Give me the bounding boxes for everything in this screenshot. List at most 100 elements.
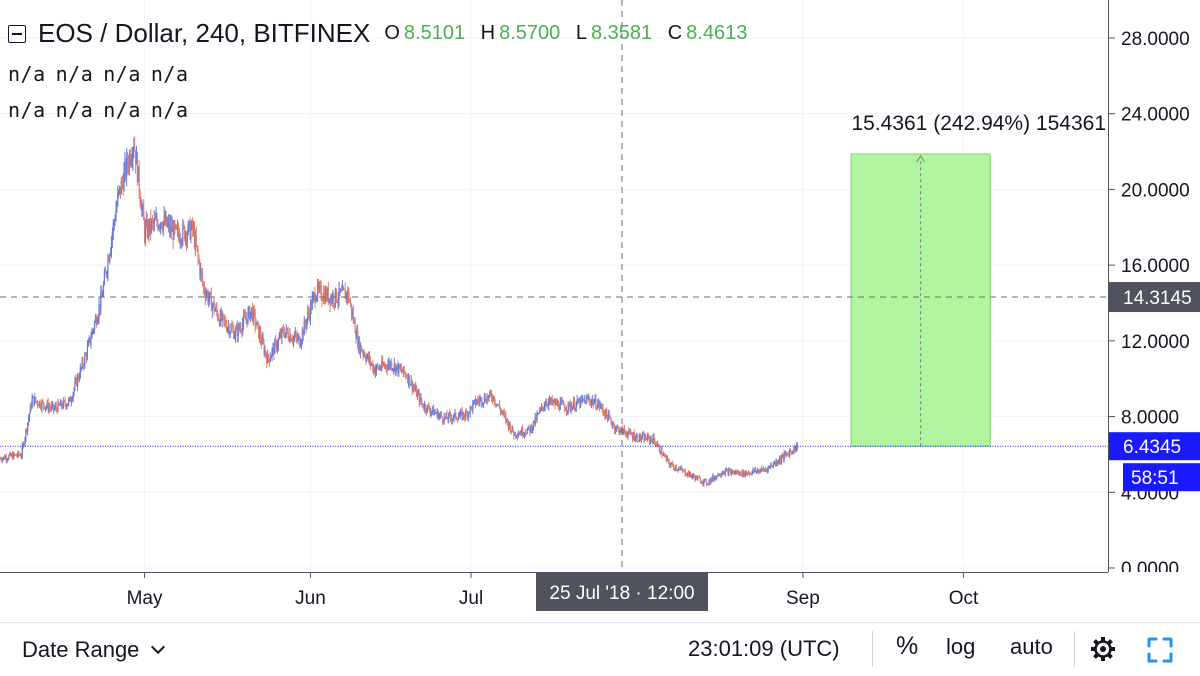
candle-body xyxy=(344,289,346,299)
candle-body xyxy=(308,312,310,314)
candle-body xyxy=(378,367,380,369)
candle-body xyxy=(622,427,624,435)
price-axis[interactable]: 0.0000 4.0000 8.0000 12.0000 16.0000 20.0000 2… xyxy=(1108,0,1200,572)
candle-body xyxy=(674,466,676,470)
candle-body xyxy=(675,466,677,470)
candle-body xyxy=(440,413,442,415)
candle-body xyxy=(140,201,142,210)
candle-body xyxy=(564,406,566,410)
candle-body xyxy=(292,336,295,341)
candle-body xyxy=(759,470,761,473)
log-scale-button[interactable]: log xyxy=(946,634,976,659)
candle-body xyxy=(137,166,139,182)
candle-body xyxy=(435,412,437,414)
candle-body xyxy=(449,414,452,418)
date-range-button[interactable]: Date Range xyxy=(22,636,166,663)
candle-body xyxy=(10,454,13,456)
candle-body xyxy=(266,356,268,364)
date-range-label: Date Range xyxy=(22,636,140,662)
candle-body xyxy=(425,410,428,412)
candle-body xyxy=(46,402,48,407)
candle-body xyxy=(109,254,111,262)
candle-body xyxy=(716,475,718,477)
candle-body xyxy=(446,413,448,419)
candle-body xyxy=(625,432,627,436)
time-axis-scale[interactable]: May Jun Jul Sep Oct 25 Jul '18 · 12:00 xyxy=(0,573,1108,623)
candle-body xyxy=(659,451,661,454)
toolbar-divider xyxy=(1074,631,1075,667)
price-chart[interactable]: 15.4361 (242.94%) 154361 xyxy=(0,0,1108,572)
candle-body xyxy=(156,216,158,223)
candle-body xyxy=(246,318,248,324)
symbol-title[interactable]: EOS / Dollar, 240, BITFINEX xyxy=(38,18,371,48)
candle-body xyxy=(167,223,169,226)
candle-body xyxy=(499,408,502,412)
candle-body xyxy=(658,444,660,452)
gear-icon[interactable] xyxy=(1090,636,1116,662)
price-axis-scale[interactable]: 0.00004.00008.000012.000016.000020.00002… xyxy=(1109,0,1200,572)
candle-body xyxy=(560,400,562,403)
collapse-legend-icon[interactable] xyxy=(8,24,26,43)
chart-pane[interactable]: 15.4361 (242.94%) 154361 EOS / Dollar, 2… xyxy=(0,0,1108,572)
candle-body xyxy=(524,432,527,434)
candle-body xyxy=(463,412,465,417)
candle-body xyxy=(254,312,256,326)
candle-body xyxy=(516,435,519,437)
candle-body xyxy=(180,240,182,244)
candle-body xyxy=(796,444,798,450)
candle-body xyxy=(531,425,533,431)
candle-body xyxy=(249,307,251,320)
candle-body xyxy=(720,475,722,477)
candle-body xyxy=(271,349,273,357)
candle-body xyxy=(313,293,315,295)
candle-body xyxy=(746,473,749,475)
candle-body xyxy=(493,396,495,403)
ohlc-values: O 8.5101 H 8.5700 L 8.3581 C 8.4613 xyxy=(384,22,757,45)
percent-scale-button[interactable]: % xyxy=(896,632,919,660)
candle-body xyxy=(420,396,422,402)
candle-body xyxy=(135,150,137,165)
candle-body xyxy=(216,307,218,313)
candle-body xyxy=(110,238,113,251)
time-tick-label: Oct xyxy=(949,588,979,609)
candle-body xyxy=(399,368,402,369)
candle-body xyxy=(494,402,496,404)
candle-body xyxy=(408,375,411,385)
candle-body xyxy=(497,404,499,406)
utc-clock[interactable]: 23:01:09 (UTC) xyxy=(688,636,840,661)
candle-body xyxy=(85,354,88,358)
candle-body xyxy=(481,397,483,405)
candle-body xyxy=(547,404,549,406)
candle-body xyxy=(664,455,667,457)
candle-body xyxy=(601,404,603,409)
candle-body xyxy=(750,473,752,475)
candle-body xyxy=(104,272,106,274)
time-axis[interactable]: May Jun Jul Sep Oct 25 Jul '18 · 12:00 xyxy=(0,572,1108,623)
candle-body xyxy=(407,375,410,383)
candle-body xyxy=(135,153,138,165)
candles xyxy=(0,136,799,487)
candle-body xyxy=(541,406,544,408)
candle-body xyxy=(292,340,294,342)
fullscreen-icon[interactable] xyxy=(1147,637,1173,663)
indicator-value: n/a xyxy=(150,98,189,122)
candle-body xyxy=(450,417,453,421)
candle-body xyxy=(118,190,120,193)
candle-body xyxy=(159,226,161,228)
candle-body xyxy=(603,412,605,414)
candle-body xyxy=(588,398,590,400)
candle-body xyxy=(205,294,207,298)
candle-body xyxy=(661,448,663,456)
candle-body xyxy=(119,186,122,194)
candle-body xyxy=(773,461,775,464)
candle-body xyxy=(71,398,73,401)
candle-body xyxy=(229,331,231,335)
candle-body xyxy=(277,339,279,346)
candle-body xyxy=(429,410,431,414)
candle-body xyxy=(697,476,700,478)
auto-scale-button[interactable]: auto xyxy=(1010,634,1053,659)
candle-body xyxy=(698,477,701,478)
candle-body xyxy=(372,363,374,371)
candle-body xyxy=(199,262,201,275)
candle-body xyxy=(364,353,366,358)
